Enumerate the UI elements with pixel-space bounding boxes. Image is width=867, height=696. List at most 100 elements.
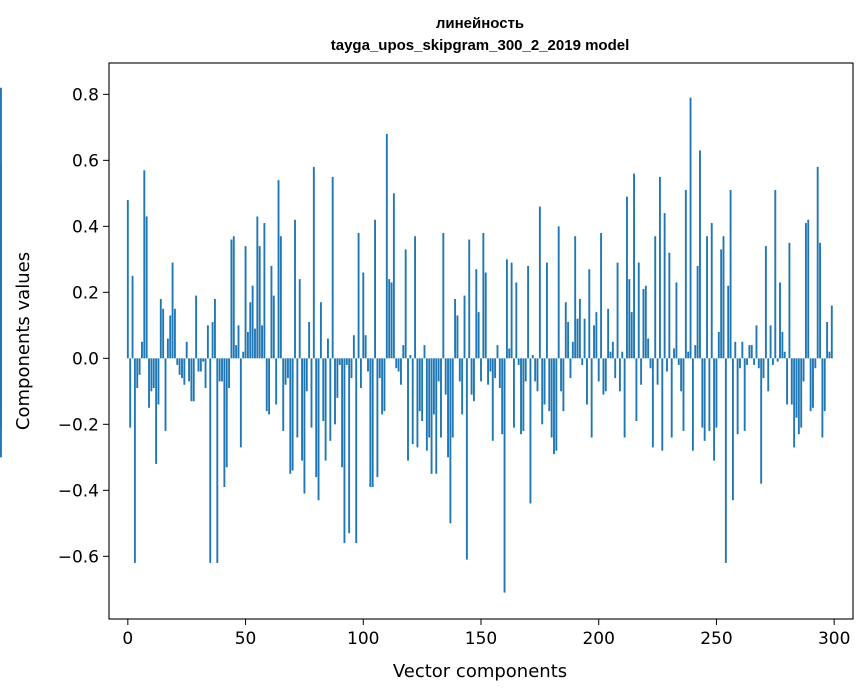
bar-171 (529, 358, 532, 504)
bar-94 (348, 358, 351, 534)
bar-296 (823, 358, 826, 412)
bar-250 (715, 358, 718, 428)
bar-173 (534, 358, 537, 382)
bar-190 (574, 236, 577, 359)
bar-293 (816, 166, 819, 359)
bar-25 (185, 341, 188, 359)
bar-undefined (0, 358, 2, 395)
x-tick-label: 150 (465, 629, 497, 649)
bar-276 (776, 358, 779, 362)
bar-187 (567, 322, 570, 359)
bar-146 (470, 358, 473, 395)
bar-82 (319, 302, 322, 359)
bar-186 (564, 302, 567, 359)
bar-191 (576, 318, 579, 359)
bar-216 (635, 358, 638, 422)
bar-281 (788, 242, 791, 359)
bar-12 (155, 358, 158, 464)
bar-297 (826, 322, 829, 359)
bar-7 (143, 170, 146, 359)
bar-132 (437, 358, 440, 382)
bar-204 (607, 308, 610, 359)
bar-70 (291, 358, 294, 471)
bar-148 (475, 269, 478, 359)
bar-273 (769, 325, 772, 359)
bar-30 (197, 358, 200, 372)
bar-88 (334, 358, 336, 425)
bar-53 (251, 285, 254, 359)
bar-15 (162, 308, 165, 359)
bar-183 (557, 226, 560, 359)
bar-3 (133, 358, 136, 563)
x-tick-label: 250 (700, 629, 732, 649)
bar-223 (651, 358, 654, 448)
bar-78 (310, 358, 313, 428)
bar-64 (277, 180, 280, 359)
bar-128 (428, 358, 431, 438)
bar-69 (289, 358, 292, 474)
bar-152 (484, 272, 487, 359)
bar-49 (242, 351, 245, 359)
bar-84 (324, 358, 327, 461)
bar-259 (736, 358, 739, 435)
bar-172 (531, 355, 534, 359)
bar-168 (522, 358, 525, 431)
bar-118 (404, 249, 407, 359)
x-axis-ticks: 0 50 100 150 200 250 300 (122, 619, 850, 649)
y-tick-label: 0.2 (72, 283, 99, 303)
bar-106 (376, 358, 379, 478)
bar-185 (562, 358, 565, 412)
bar-155 (491, 358, 494, 441)
bar-116 (400, 358, 402, 385)
bar-29 (195, 295, 198, 359)
bar-28 (192, 358, 195, 402)
x-tick-label: 0 (122, 629, 133, 649)
bar-254 (724, 358, 727, 563)
bar-205 (609, 351, 612, 359)
bar-178 (545, 262, 548, 359)
x-tick-label: 300 (818, 629, 850, 649)
bar-210 (621, 351, 624, 359)
bar-234 (677, 358, 680, 365)
bar-65 (279, 236, 282, 359)
bar-110 (385, 133, 388, 359)
bar-261 (741, 341, 744, 359)
bar-208 (616, 262, 619, 359)
bar-139 (454, 298, 457, 359)
bar-4 (136, 358, 139, 389)
bar-166 (517, 358, 520, 365)
bar-239 (689, 97, 692, 359)
bar-200 (597, 358, 600, 382)
bar-131 (435, 358, 438, 474)
bar-245 (703, 358, 706, 441)
bar-282 (790, 358, 793, 405)
bar-133 (440, 358, 442, 438)
bar-221 (647, 338, 650, 359)
bar-160 (503, 358, 506, 593)
bar-256 (729, 190, 732, 359)
bar-263 (746, 358, 748, 365)
bar-86 (329, 358, 332, 441)
bar-175 (538, 206, 541, 359)
y-tick-label: 0.8 (72, 85, 99, 105)
bar-189 (571, 341, 574, 359)
bar-277 (779, 282, 781, 359)
bar-179 (548, 358, 551, 412)
bar-169 (524, 358, 527, 382)
bar-145 (468, 239, 471, 359)
bar-217 (637, 262, 640, 359)
bar-99 (359, 358, 362, 389)
bar-38 (216, 358, 219, 563)
bar-19 (171, 262, 174, 359)
bar-58 (263, 223, 266, 359)
bar-17 (166, 338, 169, 359)
bar-176 (541, 358, 544, 425)
bar-2 (131, 275, 134, 359)
bar-202 (602, 358, 605, 395)
bar-244 (701, 358, 704, 428)
bar-5 (138, 358, 141, 375)
bar-113 (392, 193, 395, 359)
bar-20 (173, 308, 176, 359)
bar-48 (239, 358, 242, 448)
